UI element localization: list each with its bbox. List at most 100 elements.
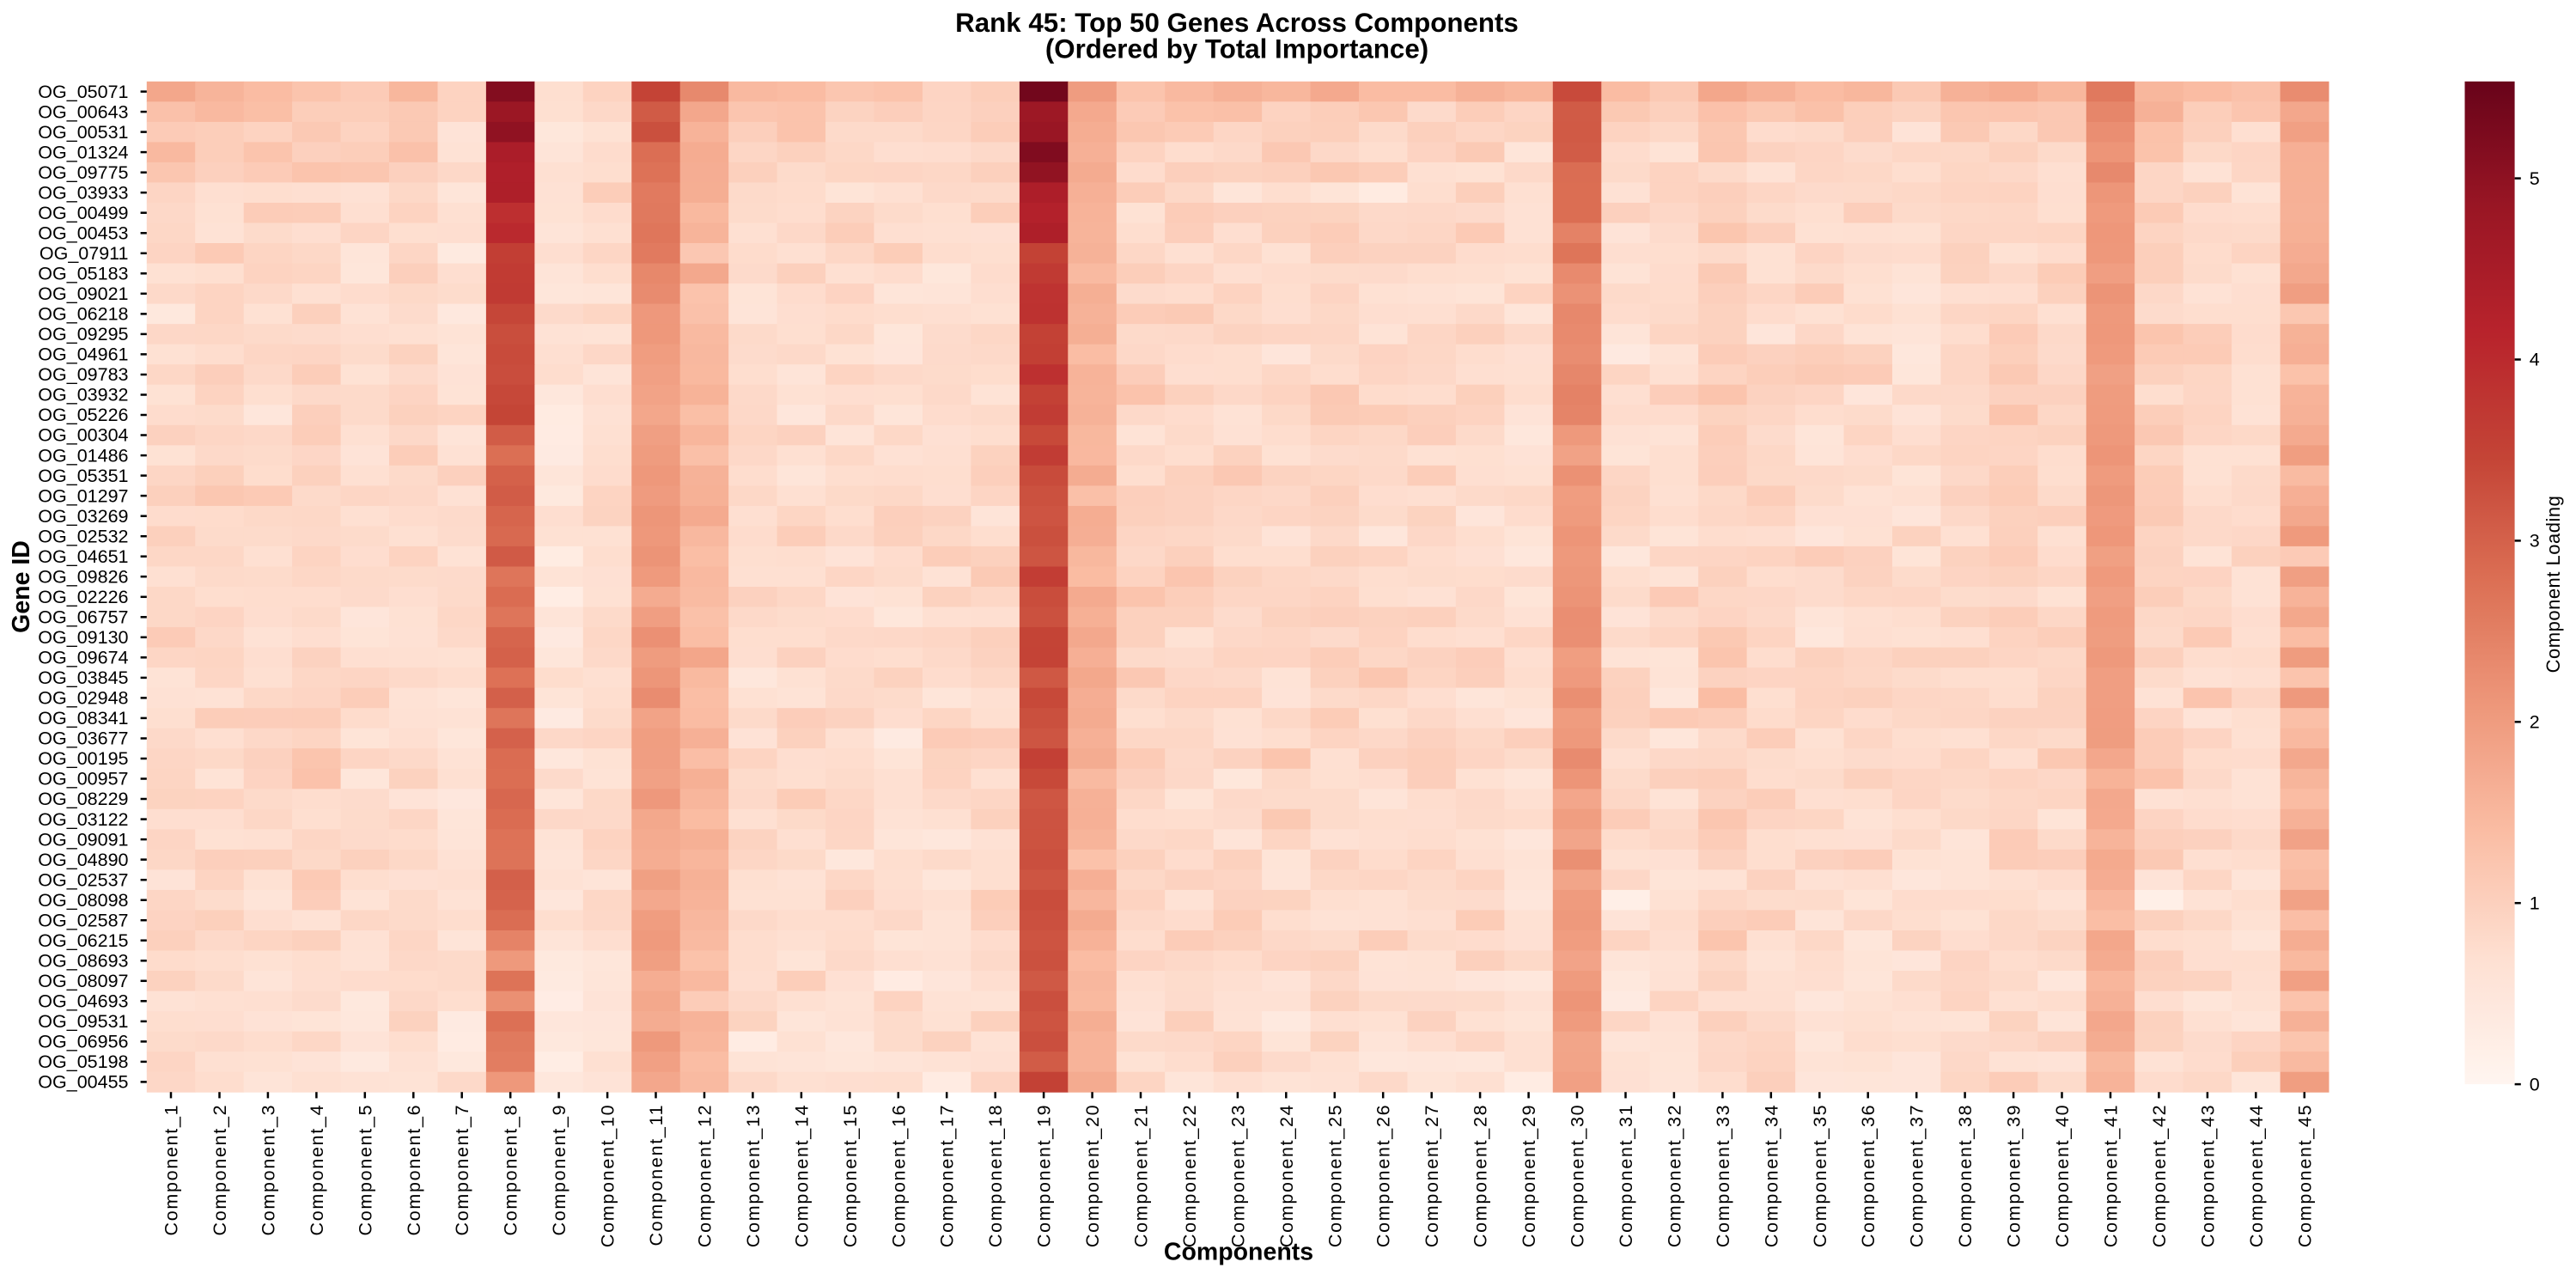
svg-text:OG_06218: OG_06218 xyxy=(38,304,128,325)
svg-text:Component_7: Component_7 xyxy=(452,1104,472,1236)
svg-text:Component_8: Component_8 xyxy=(501,1104,521,1236)
svg-text:OG_02537: OG_02537 xyxy=(38,869,128,890)
svg-text:OG_09021: OG_09021 xyxy=(38,283,128,304)
svg-text:OG_00195: OG_00195 xyxy=(38,748,128,769)
svg-text:OG_01486: OG_01486 xyxy=(38,445,128,466)
svg-text:Component_42: Component_42 xyxy=(2149,1104,2170,1247)
svg-text:OG_00499: OG_00499 xyxy=(38,203,128,223)
svg-text:OG_05071: OG_05071 xyxy=(38,82,128,102)
svg-text:Component_36: Component_36 xyxy=(1858,1104,1879,1247)
svg-text:3: 3 xyxy=(2530,531,2540,552)
svg-text:Component_30: Component_30 xyxy=(1568,1104,1588,1247)
svg-text:OG_06757: OG_06757 xyxy=(38,607,128,628)
svg-text:Component_11: Component_11 xyxy=(646,1104,667,1247)
svg-text:Component Loading: Component Loading xyxy=(2543,496,2564,674)
svg-text:OG_00455: OG_00455 xyxy=(38,1072,128,1093)
svg-text:OG_03932: OG_03932 xyxy=(38,385,128,405)
svg-text:OG_09130: OG_09130 xyxy=(38,627,128,648)
svg-text:OG_08097: OG_08097 xyxy=(38,971,128,991)
svg-text:Gene ID: Gene ID xyxy=(8,540,35,633)
svg-text:Component_39: Component_39 xyxy=(2004,1104,2025,1247)
svg-text:OG_09531: OG_09531 xyxy=(38,1011,128,1032)
svg-text:Component_2: Component_2 xyxy=(210,1104,230,1236)
svg-text:OG_06215: OG_06215 xyxy=(38,930,128,951)
svg-text:Component_17: Component_17 xyxy=(937,1104,958,1247)
svg-text:Component_32: Component_32 xyxy=(1664,1104,1684,1247)
svg-text:Component_9: Component_9 xyxy=(549,1104,569,1236)
svg-text:Component_22: Component_22 xyxy=(1179,1104,1200,1247)
svg-text:OG_06956: OG_06956 xyxy=(38,1032,128,1052)
svg-text:OG_09775: OG_09775 xyxy=(38,162,128,183)
svg-text:Component_10: Component_10 xyxy=(598,1104,618,1247)
svg-text:Component_6: Component_6 xyxy=(404,1104,424,1236)
svg-text:Component_44: Component_44 xyxy=(2246,1104,2267,1247)
svg-text:Component_41: Component_41 xyxy=(2101,1104,2122,1247)
svg-text:Component_18: Component_18 xyxy=(985,1104,1006,1247)
svg-text:Component_25: Component_25 xyxy=(1325,1104,1345,1247)
svg-text:Component_3: Component_3 xyxy=(258,1104,278,1236)
svg-text:2: 2 xyxy=(2530,712,2540,733)
svg-text:Component_33: Component_33 xyxy=(1713,1104,1733,1247)
svg-text:Component_13: Component_13 xyxy=(743,1104,764,1247)
svg-text:Component_14: Component_14 xyxy=(791,1104,812,1247)
svg-text:Component_26: Component_26 xyxy=(1373,1104,1394,1247)
svg-text:Component_45: Component_45 xyxy=(2294,1104,2315,1247)
svg-text:Component_23: Component_23 xyxy=(1227,1104,1248,1247)
svg-text:OG_00957: OG_00957 xyxy=(38,769,128,789)
svg-text:OG_05351: OG_05351 xyxy=(38,466,128,486)
svg-text:Component_27: Component_27 xyxy=(1422,1104,1442,1247)
svg-text:(Ordered by Total Importance): (Ordered by Total Importance) xyxy=(1045,34,1428,64)
svg-text:OG_09295: OG_09295 xyxy=(38,324,128,344)
svg-text:OG_09091: OG_09091 xyxy=(38,829,128,850)
svg-text:Component_40: Component_40 xyxy=(2052,1104,2073,1247)
svg-text:Component_43: Component_43 xyxy=(2197,1104,2218,1247)
svg-text:OG_08229: OG_08229 xyxy=(38,789,128,809)
svg-text:OG_05226: OG_05226 xyxy=(38,405,128,425)
svg-text:Component_29: Component_29 xyxy=(1519,1104,1539,1247)
svg-text:OG_08098: OG_08098 xyxy=(38,890,128,911)
svg-text:OG_02226: OG_02226 xyxy=(38,587,128,607)
svg-text:Component_20: Component_20 xyxy=(1082,1104,1103,1247)
svg-text:OG_03677: OG_03677 xyxy=(38,728,128,749)
svg-text:OG_01324: OG_01324 xyxy=(38,142,128,162)
svg-text:OG_01297: OG_01297 xyxy=(38,485,128,506)
svg-text:Component_31: Component_31 xyxy=(1616,1104,1636,1247)
svg-text:OG_08693: OG_08693 xyxy=(38,951,128,972)
svg-text:OG_05198: OG_05198 xyxy=(38,1052,128,1072)
svg-text:OG_03269: OG_03269 xyxy=(38,506,128,527)
svg-text:Component_19: Component_19 xyxy=(1034,1104,1055,1247)
svg-text:Component_5: Component_5 xyxy=(355,1104,375,1236)
svg-text:OG_00304: OG_00304 xyxy=(38,425,128,446)
svg-text:OG_02587: OG_02587 xyxy=(38,910,128,930)
svg-text:OG_00453: OG_00453 xyxy=(38,223,128,244)
svg-text:Component_38: Component_38 xyxy=(1955,1104,1976,1247)
svg-text:Component_28: Component_28 xyxy=(1471,1104,1491,1247)
svg-text:OG_05183: OG_05183 xyxy=(38,264,128,284)
svg-text:0: 0 xyxy=(2530,1074,2540,1094)
svg-text:5: 5 xyxy=(2530,168,2540,189)
svg-text:Component_35: Component_35 xyxy=(1810,1104,1830,1247)
svg-text:OG_02948: OG_02948 xyxy=(38,688,128,709)
svg-text:OG_00643: OG_00643 xyxy=(38,101,128,122)
svg-text:OG_09783: OG_09783 xyxy=(38,364,128,385)
svg-text:OG_09826: OG_09826 xyxy=(38,566,128,587)
svg-text:OG_09674: OG_09674 xyxy=(38,648,128,668)
svg-text:OG_08341: OG_08341 xyxy=(38,708,128,728)
svg-text:Component_16: Component_16 xyxy=(888,1104,909,1247)
svg-text:Component_1: Component_1 xyxy=(161,1104,182,1236)
svg-text:Component_15: Component_15 xyxy=(840,1104,861,1247)
svg-text:4: 4 xyxy=(2530,350,2540,370)
svg-text:OG_04890: OG_04890 xyxy=(38,850,128,870)
svg-text:1: 1 xyxy=(2530,893,2540,913)
svg-text:OG_03122: OG_03122 xyxy=(38,809,128,830)
svg-text:OG_07911: OG_07911 xyxy=(40,243,129,264)
svg-text:Component_12: Component_12 xyxy=(695,1104,716,1247)
svg-text:Rank 45: Top 50 Genes Across C: Rank 45: Top 50 Genes Across Components xyxy=(955,8,1519,38)
svg-text:OG_02532: OG_02532 xyxy=(38,526,128,546)
svg-text:Component_37: Component_37 xyxy=(1907,1104,1927,1247)
svg-text:Component_4: Component_4 xyxy=(307,1104,327,1236)
svg-text:OG_04961: OG_04961 xyxy=(38,344,128,365)
svg-text:OG_04651: OG_04651 xyxy=(38,546,128,567)
svg-text:Components: Components xyxy=(1164,1239,1313,1266)
svg-text:OG_04693: OG_04693 xyxy=(38,991,128,1012)
